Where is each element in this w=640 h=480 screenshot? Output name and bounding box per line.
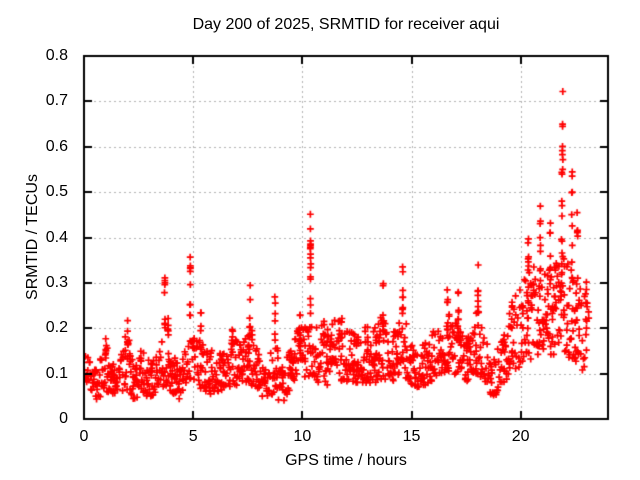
chart-title: Day 200 of 2025, SRMTID for receiver aqu… <box>192 16 500 33</box>
x-tick-label: 15 <box>402 428 421 445</box>
y-tick-label: 0.4 <box>45 228 68 246</box>
y-tick-label: 0.2 <box>45 319 68 337</box>
y-tick-label: 0.3 <box>45 273 68 291</box>
x-tick-label: 20 <box>511 428 530 445</box>
y-tick-label: 0 <box>59 410 68 427</box>
x-axis-label: GPS time / hours <box>285 452 407 469</box>
y-tick-label: 0.1 <box>45 364 68 382</box>
y-tick-label: 0.6 <box>45 137 68 155</box>
x-tick-label: 5 <box>188 428 198 445</box>
y-tick-label: 0.5 <box>45 183 68 201</box>
y-tick-label: 0.8 <box>45 47 68 64</box>
x-tick-label: 0 <box>79 428 89 445</box>
x-tick-label: 10 <box>293 428 312 445</box>
y-tick-label: 0.7 <box>45 92 68 110</box>
